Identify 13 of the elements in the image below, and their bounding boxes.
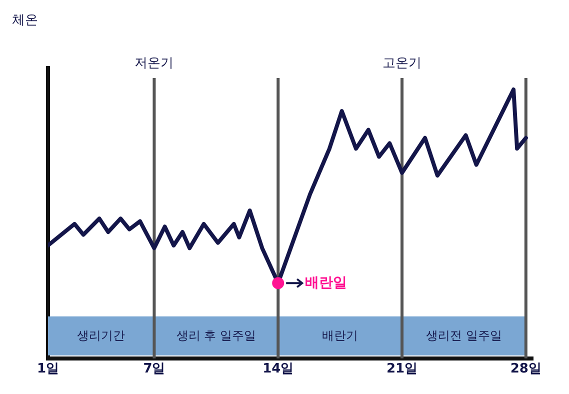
ref-line-label: 고온기 xyxy=(382,56,422,71)
x-tick-label: 7일 xyxy=(143,362,166,377)
x-tick-label: 1일 xyxy=(36,362,60,377)
x-tick-label: 28일 xyxy=(510,362,542,377)
band-label: 배란기 xyxy=(322,328,358,343)
x-tick-label: 21일 xyxy=(386,362,418,377)
band-label: 생리기간 xyxy=(77,328,126,343)
x-tick-label: 14일 xyxy=(262,362,294,377)
ref-line-label: 저온기 xyxy=(134,56,174,71)
band-label: 생리전 일주일 xyxy=(426,328,502,343)
band-label: 생리 후 일주일 xyxy=(176,328,256,343)
annotation: 배란일 xyxy=(305,274,348,291)
y-axis-title: 체온 xyxy=(12,12,38,28)
